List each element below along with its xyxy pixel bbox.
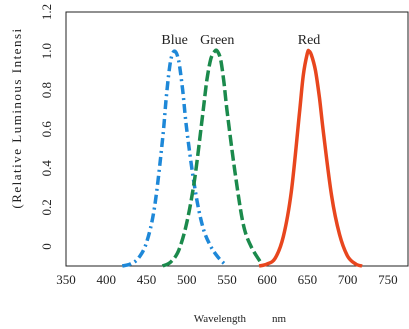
series-line-blue bbox=[121, 49, 229, 268]
x-tick-label: 450 bbox=[137, 272, 157, 287]
x-tick-label: 600 bbox=[257, 272, 277, 287]
series-label-blue: Blue bbox=[161, 33, 187, 48]
x-tick-label: 650 bbox=[298, 272, 318, 287]
series-line-red bbox=[258, 48, 363, 268]
x-axis-label: Wavelength bbox=[194, 313, 247, 325]
series-labels: Blue Green Red bbox=[161, 33, 320, 48]
y-tick-label: 0.2 bbox=[39, 199, 54, 215]
y-tick-label: 1.2 bbox=[39, 4, 54, 20]
x-axis-title: Wavelength nm bbox=[194, 313, 287, 325]
y-tick-label: 0.4 bbox=[39, 160, 54, 177]
y-tick-label: 0.8 bbox=[39, 82, 54, 98]
y-axis-title: (Relative Luminous Intensi bbox=[9, 27, 24, 208]
series-line-green bbox=[161, 48, 265, 268]
x-tick-label: 550 bbox=[217, 272, 237, 287]
x-axis-unit: nm bbox=[272, 313, 287, 325]
y-tick-labels: 0 0.2 0.4 0.6 0.8 1.0 1.2 bbox=[39, 4, 54, 250]
series-label-red: Red bbox=[298, 33, 321, 48]
x-tick-labels: 350 400 450 500 550 600 650 700 750 bbox=[56, 272, 397, 287]
spectral-curves bbox=[121, 48, 363, 268]
series-label-green: Green bbox=[200, 33, 234, 48]
y-tick-label: 0.6 bbox=[39, 121, 54, 138]
x-tick-label: 400 bbox=[96, 272, 116, 287]
x-tick-label: 500 bbox=[177, 272, 197, 287]
x-tick-label: 700 bbox=[338, 272, 358, 287]
y-tick-label: 1.0 bbox=[39, 43, 54, 59]
x-tick-label: 350 bbox=[56, 272, 76, 287]
y-tick-label: 0 bbox=[39, 243, 54, 250]
x-tick-label: 750 bbox=[378, 272, 398, 287]
plot-frame bbox=[65, 11, 409, 267]
